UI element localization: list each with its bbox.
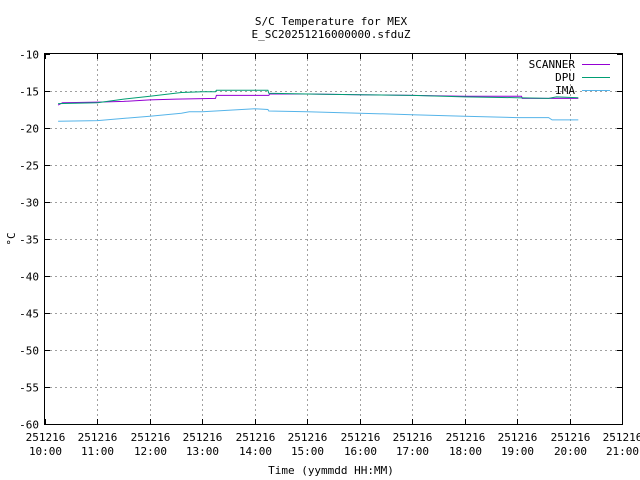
y-tick-label: -55	[19, 382, 39, 395]
x-tick-date: 251216	[131, 431, 171, 444]
x-tick-date: 251216	[236, 431, 276, 444]
series-line-ima	[58, 108, 579, 122]
x-tick-time: 16:00	[344, 445, 377, 458]
x-tick-time: 14:00	[239, 445, 272, 458]
axis-ticks	[45, 54, 623, 425]
legend-label-dpu: DPU	[555, 71, 575, 84]
chart-subtitle: E_SC20251216000000.sfduZ	[252, 28, 411, 41]
legend-label-scanner: SCANNER	[529, 58, 576, 71]
legend-label-ima: IMA	[555, 84, 575, 97]
grid	[45, 54, 622, 424]
series-line-dpu	[58, 89, 579, 105]
x-tick-time: 21:00	[606, 445, 639, 458]
x-tick-date: 251216	[288, 431, 328, 444]
chart-title: S/C Temperature for MEX	[255, 15, 408, 28]
y-tick-label: -50	[19, 345, 39, 358]
x-tick-time: 12:00	[134, 445, 167, 458]
x-tick-date: 251216	[78, 431, 118, 444]
x-tick-date: 251216	[498, 431, 538, 444]
x-tick-date: 251216	[341, 431, 381, 444]
y-tick-label: -25	[19, 160, 39, 173]
x-tick-time: 13:00	[186, 445, 219, 458]
y-tick-label: -15	[19, 86, 39, 99]
y-tick-label: -30	[19, 197, 39, 210]
x-tick-date: 251216	[183, 431, 223, 444]
y-tick-label: -40	[19, 271, 39, 284]
y-tick-label: -45	[19, 308, 39, 321]
x-axis-label: Time (yymmdd HH:MM)	[268, 464, 394, 477]
x-tick-time: 20:00	[554, 445, 587, 458]
x-tick-date: 251216	[446, 431, 486, 444]
y-tick-label: -20	[19, 123, 39, 136]
x-tick-time: 17:00	[396, 445, 429, 458]
plot-frame	[44, 53, 623, 425]
x-tick-date: 251216	[551, 431, 591, 444]
x-tick-date: 251216	[26, 431, 66, 444]
y-tick-labels: -10 -15 -20 -25 -30 -35 -40 -45 -50 -55 -60	[19, 49, 39, 432]
y-axis-label: °C	[5, 232, 18, 245]
y-tick-label: -35	[19, 234, 39, 247]
x-tick-time: 19:00	[501, 445, 534, 458]
x-tick-time: 18:00	[449, 445, 482, 458]
y-tick-label: -60	[19, 419, 39, 432]
series-line-scanner	[57, 93, 579, 106]
x-tick-time: 11:00	[81, 445, 114, 458]
y-tick-label: -10	[19, 49, 39, 62]
x-tick-time: 15:00	[291, 445, 324, 458]
series-lines	[57, 89, 579, 122]
x-tick-labels: 25121610:0025121611:0025121612:002512161…	[26, 431, 640, 458]
x-tick-date: 251216	[603, 431, 640, 444]
x-tick-time: 10:00	[29, 445, 62, 458]
x-tick-date: 251216	[393, 431, 433, 444]
